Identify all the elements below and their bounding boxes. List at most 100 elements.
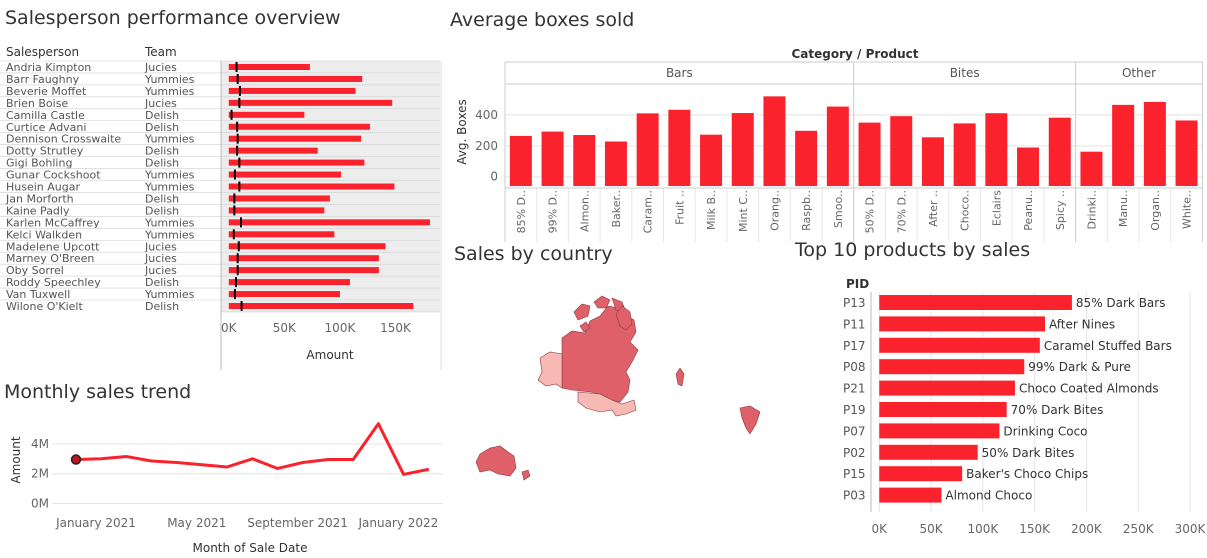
map-australia[interactable] xyxy=(475,445,517,477)
top10-bar[interactable] xyxy=(879,337,1040,353)
salesperson-bar[interactable] xyxy=(228,159,365,166)
map-greenland[interactable] xyxy=(615,305,633,331)
map-canadian-arctic-islands[interactable] xyxy=(573,295,627,333)
avg-boxes-bar[interactable] xyxy=(826,106,849,186)
avg-boxes-bar[interactable] xyxy=(604,141,627,186)
salesperson-bar[interactable] xyxy=(228,87,356,94)
x-tick-label: 100K xyxy=(325,321,357,335)
avg-boxes-bar[interactable] xyxy=(795,130,818,186)
product-label: Organ.. xyxy=(1149,190,1162,231)
salesperson-name: Beverie Moffet xyxy=(6,85,87,98)
salesperson-bar[interactable] xyxy=(228,171,342,178)
product-label: 99% D.. xyxy=(547,190,560,233)
top10-bar[interactable] xyxy=(879,444,978,460)
salesperson-bar[interactable] xyxy=(228,75,363,82)
avg-boxes-bar[interactable] xyxy=(700,134,723,186)
highlighted-point[interactable] xyxy=(70,454,82,465)
team-name: Delish xyxy=(145,276,179,289)
avg-boxes-bar[interactable] xyxy=(731,113,754,186)
product-name-label: 85% Dark Bars xyxy=(1076,296,1166,310)
salesperson-bar[interactable] xyxy=(228,219,430,226)
salesperson-bar[interactable] xyxy=(228,111,305,118)
map-canada-region[interactable] xyxy=(561,295,639,403)
top10-bar[interactable] xyxy=(879,402,1007,417)
avg-boxes-bar[interactable] xyxy=(1017,147,1040,186)
salesperson-bar[interactable] xyxy=(228,147,318,154)
avg-boxes-bar[interactable] xyxy=(890,116,913,186)
product-label: Spicy .. xyxy=(1054,190,1067,230)
avg-boxes-bar[interactable] xyxy=(541,131,564,186)
salesperson-name: Curtice Advani xyxy=(6,121,86,134)
x-tick-label: 200K xyxy=(1071,522,1103,536)
salesperson-bar[interactable] xyxy=(228,64,310,70)
avg-boxes-bar[interactable] xyxy=(1143,101,1166,186)
map-alaska[interactable] xyxy=(537,351,563,389)
product-label: White.. xyxy=(1181,190,1194,229)
team-name: Delish xyxy=(145,300,179,313)
salesperson-bar[interactable] xyxy=(228,267,379,274)
map-usa[interactable] xyxy=(577,391,637,417)
avg-boxes-bar[interactable] xyxy=(509,135,532,186)
salesperson-bar[interactable] xyxy=(228,207,325,214)
team-name: Jucies xyxy=(144,252,177,265)
salesperson-bar[interactable] xyxy=(228,195,330,202)
product-label: 85% D.. xyxy=(515,190,528,233)
product-label: Fruit .. xyxy=(673,190,686,225)
salesperson-bar[interactable] xyxy=(228,291,340,298)
y-tick-label: 4M xyxy=(31,437,49,451)
avg-boxes-bar[interactable] xyxy=(636,113,659,186)
salesperson-name: Van Tuxwell xyxy=(6,288,70,301)
product-label: After .. xyxy=(927,190,940,227)
avg-boxes-bar[interactable] xyxy=(668,109,691,186)
product-label: Caram.. xyxy=(642,190,655,233)
salesperson-bar[interactable] xyxy=(228,243,386,250)
avg-boxes-bar[interactable] xyxy=(1175,120,1198,186)
salesperson-bar[interactable] xyxy=(228,231,335,238)
top10-bar[interactable] xyxy=(879,423,1000,439)
avg-boxes-bar[interactable] xyxy=(858,122,881,186)
salesperson-chart[interactable]: Salesperson Team Andria Kimpton Jucies Barr … xyxy=(0,40,445,370)
top10-bar[interactable] xyxy=(879,380,1015,396)
top10-chart[interactable]: PID 0K 50K 100K 150K 200K 250K 300K P13 85% Dark … xyxy=(838,274,1207,558)
avg-boxes-bar[interactable] xyxy=(573,135,596,186)
avg-boxes-bar[interactable] xyxy=(985,113,1008,186)
avg-boxes-chart[interactable]: Category / Product 0 200 400 Avg. Boxes Bars 8… xyxy=(448,40,1207,242)
avg-boxes-bar[interactable] xyxy=(1080,151,1103,186)
salesperson-bar[interactable] xyxy=(228,255,379,262)
top10-bar[interactable] xyxy=(879,316,1045,332)
salesperson-bar[interactable] xyxy=(228,303,414,309)
salesperson-name: Oby Sorrel xyxy=(6,264,64,277)
pid-label: P07 xyxy=(843,424,866,438)
top10-bar[interactable] xyxy=(879,487,942,503)
top10-bar[interactable] xyxy=(879,466,963,482)
salesperson-bar[interactable] xyxy=(228,123,370,130)
x-tick-label: 150K xyxy=(1019,522,1051,536)
monthly-chart[interactable]: 0M 2M 4M January 2021 May 2021 September 2021… xyxy=(0,415,445,558)
avg-boxes-bar[interactable] xyxy=(921,137,944,186)
x-tick-label: May 2021 xyxy=(167,516,226,530)
top10-bar[interactable] xyxy=(879,359,1025,375)
salesperson-name: Brien Boise xyxy=(6,97,68,110)
map-new-zealand[interactable] xyxy=(521,469,531,481)
top10-bar[interactable] xyxy=(879,295,1072,310)
x-tick-label: 0K xyxy=(221,321,238,335)
map-india[interactable] xyxy=(739,405,761,435)
avg-boxes-bar[interactable] xyxy=(1048,117,1071,186)
sales-trend-line[interactable] xyxy=(75,422,430,476)
avg-boxes-bar[interactable] xyxy=(763,96,786,186)
salesperson-name: Marney O'Breen xyxy=(6,252,94,265)
avg-boxes-bar[interactable] xyxy=(1112,104,1135,186)
avg-boxes-bar[interactable] xyxy=(953,123,976,186)
product-label: 70% D.. xyxy=(895,190,908,233)
salesperson-bar[interactable] xyxy=(228,279,350,286)
salesperson-bar[interactable] xyxy=(228,99,393,106)
team-name: Delish xyxy=(145,157,179,170)
product-name-label: 70% Dark Bites xyxy=(1011,403,1104,417)
map-uk[interactable] xyxy=(675,367,685,387)
salesperson-bar[interactable] xyxy=(228,135,362,142)
map-canada[interactable] xyxy=(561,305,639,403)
country-map[interactable] xyxy=(450,276,770,558)
salesperson-bar[interactable] xyxy=(228,183,395,190)
x-tick-label: 0K xyxy=(872,522,889,536)
product-label: Raspb.. xyxy=(800,190,813,231)
